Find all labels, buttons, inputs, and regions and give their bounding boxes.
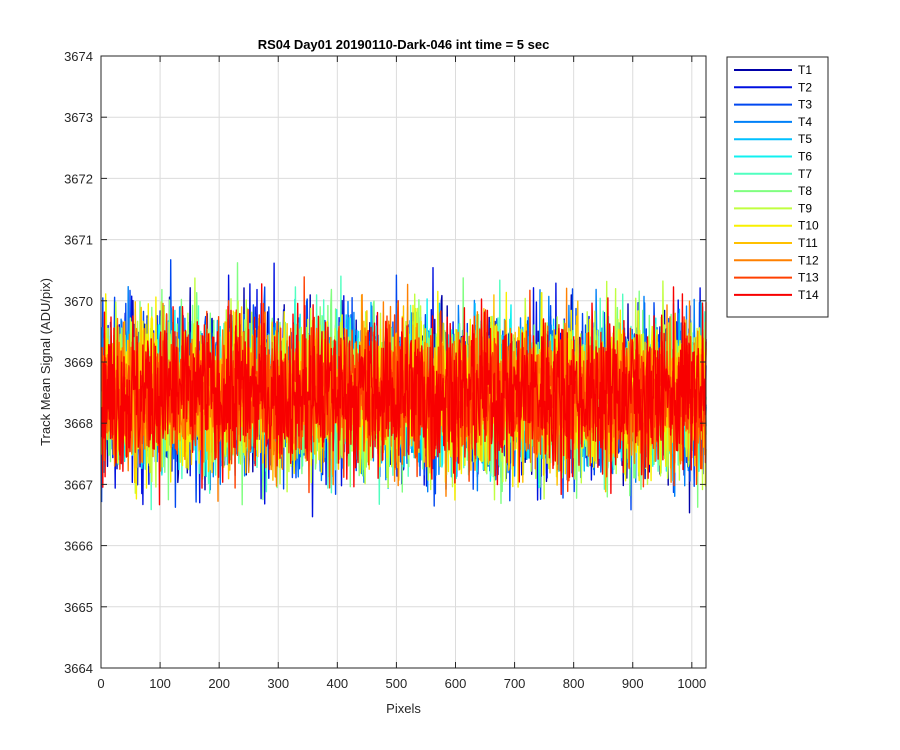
x-axis-label: Pixels <box>386 701 421 716</box>
x-tick-label: 900 <box>622 676 644 691</box>
y-tick-label: 3665 <box>64 600 93 615</box>
x-tick-label: 400 <box>326 676 348 691</box>
y-tick-label: 3666 <box>64 539 93 554</box>
legend-label: T3 <box>798 98 812 112</box>
series-line-t14 <box>100 283 707 506</box>
y-tick-label: 3667 <box>64 477 93 492</box>
legend-label: T11 <box>798 236 818 250</box>
legend-label: T14 <box>798 288 819 302</box>
legend-label: T5 <box>798 132 812 146</box>
y-tick-label: 3672 <box>64 171 93 186</box>
y-tick-label: 3670 <box>64 294 93 309</box>
y-tick-label: 3671 <box>64 233 93 248</box>
y-tick-label: 3669 <box>64 355 93 370</box>
legend-label: T8 <box>798 184 812 198</box>
legend-label: T1 <box>798 63 812 77</box>
x-tick-label: 100 <box>149 676 171 691</box>
y-tick-label: 3674 <box>64 49 93 64</box>
legend-label: T6 <box>798 150 812 164</box>
y-tick-label: 3664 <box>64 661 93 676</box>
legend-label: T13 <box>798 271 819 285</box>
x-tick-label: 700 <box>504 676 526 691</box>
legend-label: T4 <box>798 115 812 129</box>
legend: T1 T2 T3 T4 T5 T6 T7 T8 T9 T10 T11 T12 T13 T14 <box>726 56 829 318</box>
legend-label: T7 <box>798 167 812 181</box>
legend-label: T2 <box>798 80 812 94</box>
series-lines <box>100 259 707 518</box>
y-tick-label: 3668 <box>64 416 93 431</box>
legend-label: T12 <box>798 253 819 267</box>
x-tick-label: 1000 <box>677 676 706 691</box>
x-tick-label: 500 <box>386 676 408 691</box>
legend-label: T10 <box>798 219 819 233</box>
x-tick-label: 0 <box>97 676 104 691</box>
x-tick-label: 300 <box>267 676 289 691</box>
x-tick-label: 600 <box>445 676 467 691</box>
x-tick-label: 800 <box>563 676 585 691</box>
y-tick-label: 3673 <box>64 110 93 125</box>
legend-box <box>726 56 829 318</box>
ticks: 0 100 200 300 400 500 600 700 800 900 1000 3664 3665… <box>64 49 706 691</box>
legend-label: T9 <box>798 201 812 215</box>
y-axis-label: Track Mean Signal (ADU/pix) <box>38 278 53 446</box>
x-tick-label: 200 <box>208 676 230 691</box>
chart-title: RS04 Day01 20190110-Dark-046 int time = … <box>258 37 550 52</box>
